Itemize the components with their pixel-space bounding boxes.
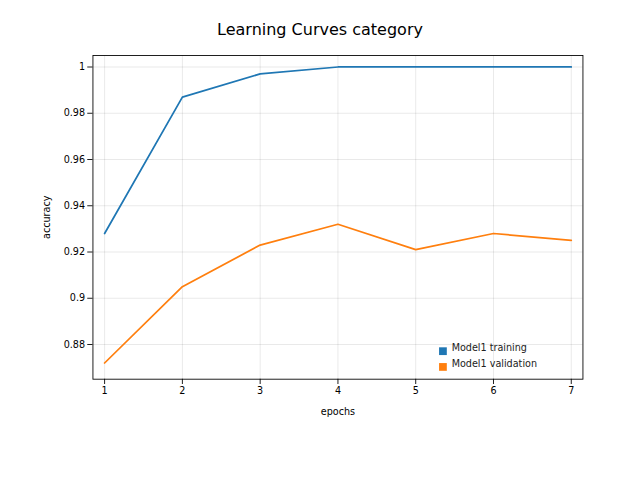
svg-text:0.98: 0.98: [64, 107, 85, 118]
svg-text:5: 5: [413, 385, 419, 396]
svg-text:0.92: 0.92: [64, 246, 85, 257]
svg-text:accuracy: accuracy: [41, 195, 52, 239]
svg-text:Model1 training: Model1 training: [452, 342, 527, 353]
svg-text:0.96: 0.96: [64, 154, 85, 165]
svg-text:0.94: 0.94: [64, 200, 85, 211]
svg-text:4: 4: [335, 385, 341, 396]
svg-text:2: 2: [179, 385, 185, 396]
svg-text:0.88: 0.88: [64, 339, 85, 350]
svg-text:Model1 validation: Model1 validation: [452, 358, 537, 369]
svg-text:1: 1: [79, 61, 85, 72]
svg-text:epochs: epochs: [321, 406, 355, 417]
svg-text:1: 1: [102, 385, 108, 396]
html-text:Learning Curves category: Learning Curves category: [217, 20, 423, 39]
svg-text:3: 3: [257, 385, 263, 396]
svg-text:7: 7: [568, 385, 574, 396]
svg-text:6: 6: [490, 385, 496, 396]
svg-text:0.9: 0.9: [70, 292, 85, 303]
